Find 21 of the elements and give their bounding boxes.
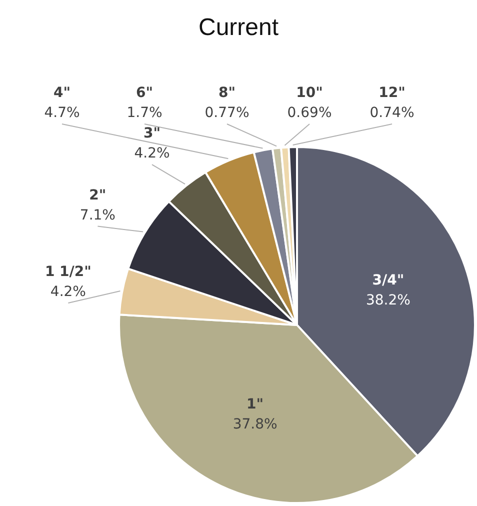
data-label: 4.7% <box>44 105 80 121</box>
data-label: 37.8% <box>232 416 278 432</box>
slice-label: 1 1/2" <box>44 264 92 280</box>
data-label: 7.1% <box>80 207 116 224</box>
slice-label: 6" <box>136 85 154 101</box>
data-label: 1.7% <box>126 105 162 121</box>
slice-label: 8" <box>218 85 236 101</box>
slice-label: 10" <box>296 85 323 101</box>
data-label: 38.2% <box>366 292 410 308</box>
data-label: 0.69% <box>287 105 332 121</box>
slice-label: 2" <box>89 187 106 204</box>
slice-label: 12" <box>378 85 406 101</box>
slice-label: 3" <box>143 126 161 142</box>
data-label: 0.77% <box>204 105 250 121</box>
data-label: 4.2% <box>134 146 170 162</box>
slice-label: 3/4" <box>372 272 404 288</box>
data-label: 0.74% <box>370 105 414 121</box>
data-label: 4.2% <box>50 284 86 300</box>
slice-label: 4" <box>53 85 71 101</box>
slice-label: 1" <box>246 396 264 412</box>
chart-title: Current <box>198 14 279 41</box>
